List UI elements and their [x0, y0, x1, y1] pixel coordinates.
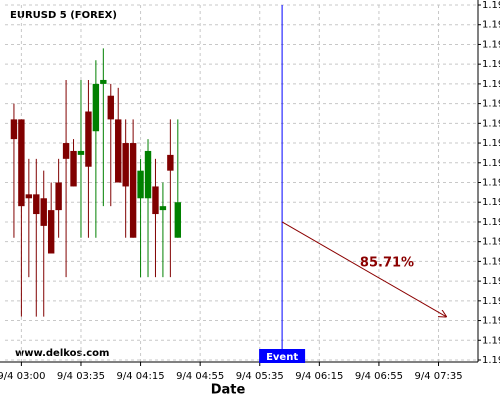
candle-body — [122, 143, 129, 187]
candle-body — [33, 194, 40, 215]
candle-body — [167, 154, 174, 171]
x-tick-label: 9/4 03:35 — [57, 371, 105, 382]
y-tick-label: 1.1900 — [482, 355, 500, 366]
y-tick-label: 1.1906 — [482, 118, 500, 129]
y-tick-label: 1.1903 — [482, 217, 500, 228]
y-tick-label: 1.1908 — [482, 20, 500, 31]
projection-label: 85.71% — [360, 256, 414, 271]
y-tick-label: 1.1902 — [482, 256, 500, 267]
x-axis-title: Date — [211, 383, 246, 398]
candle-body — [174, 202, 182, 238]
y-tick-label: 1.1900 — [482, 335, 500, 346]
x-tick-label: 9/4 07:35 — [414, 371, 462, 382]
candle-body — [85, 111, 92, 167]
candle-body — [40, 198, 47, 226]
x-tick-label: 9/4 03:00 — [0, 371, 45, 382]
candle-body — [77, 150, 85, 155]
x-tick-label: 9/4 05:35 — [236, 371, 284, 382]
candle-body — [129, 143, 137, 238]
grid — [5, 4, 478, 362]
candle-body — [55, 182, 62, 211]
candle-body — [70, 150, 77, 187]
chart-title: EURUSD 5 (FOREX) — [10, 10, 117, 21]
x-tick-label: 9/4 06:15 — [295, 371, 343, 382]
candle-body — [152, 186, 159, 215]
y-tick-label: 1.1909 — [482, 0, 500, 11]
candle-body — [62, 143, 70, 159]
candle-body — [47, 210, 55, 254]
x-tick-label: 9/4 06:55 — [355, 371, 403, 382]
candle-body — [92, 83, 100, 132]
y-tick-label: 1.1908 — [482, 39, 500, 50]
candle-body — [144, 150, 152, 199]
candle-body — [100, 79, 107, 84]
projection-arrow — [281, 221, 446, 317]
y-tick-label: 1.1901 — [482, 296, 500, 307]
candle-body — [115, 119, 122, 183]
watermark: www.delkos.com — [15, 348, 109, 359]
y-tick-label: 1.1903 — [482, 237, 500, 248]
y-tick-label: 1.1907 — [482, 59, 500, 70]
candle-body — [25, 194, 33, 199]
y-tick-label: 1.1905 — [482, 158, 500, 169]
y-tick-label: 1.1905 — [482, 138, 500, 149]
x-tick-label: 9/4 04:15 — [117, 371, 165, 382]
y-tick-label: 1.1904 — [482, 178, 500, 189]
x-tick-label: 9/4 04:55 — [176, 371, 224, 382]
y-tick-label: 1.1907 — [482, 79, 500, 90]
event-label: Event — [266, 352, 298, 363]
y-tick-label: 1.1906 — [482, 99, 500, 110]
candle-body — [18, 119, 25, 207]
candle-body — [107, 95, 114, 120]
y-tick-label: 1.1904 — [482, 197, 500, 208]
event-box — [259, 349, 306, 363]
candle-body — [137, 170, 144, 199]
candle-body — [159, 206, 167, 211]
y-tick-label: 1.1902 — [482, 276, 500, 287]
y-tick-label: 1.1901 — [482, 316, 500, 327]
candle-body — [10, 119, 18, 140]
